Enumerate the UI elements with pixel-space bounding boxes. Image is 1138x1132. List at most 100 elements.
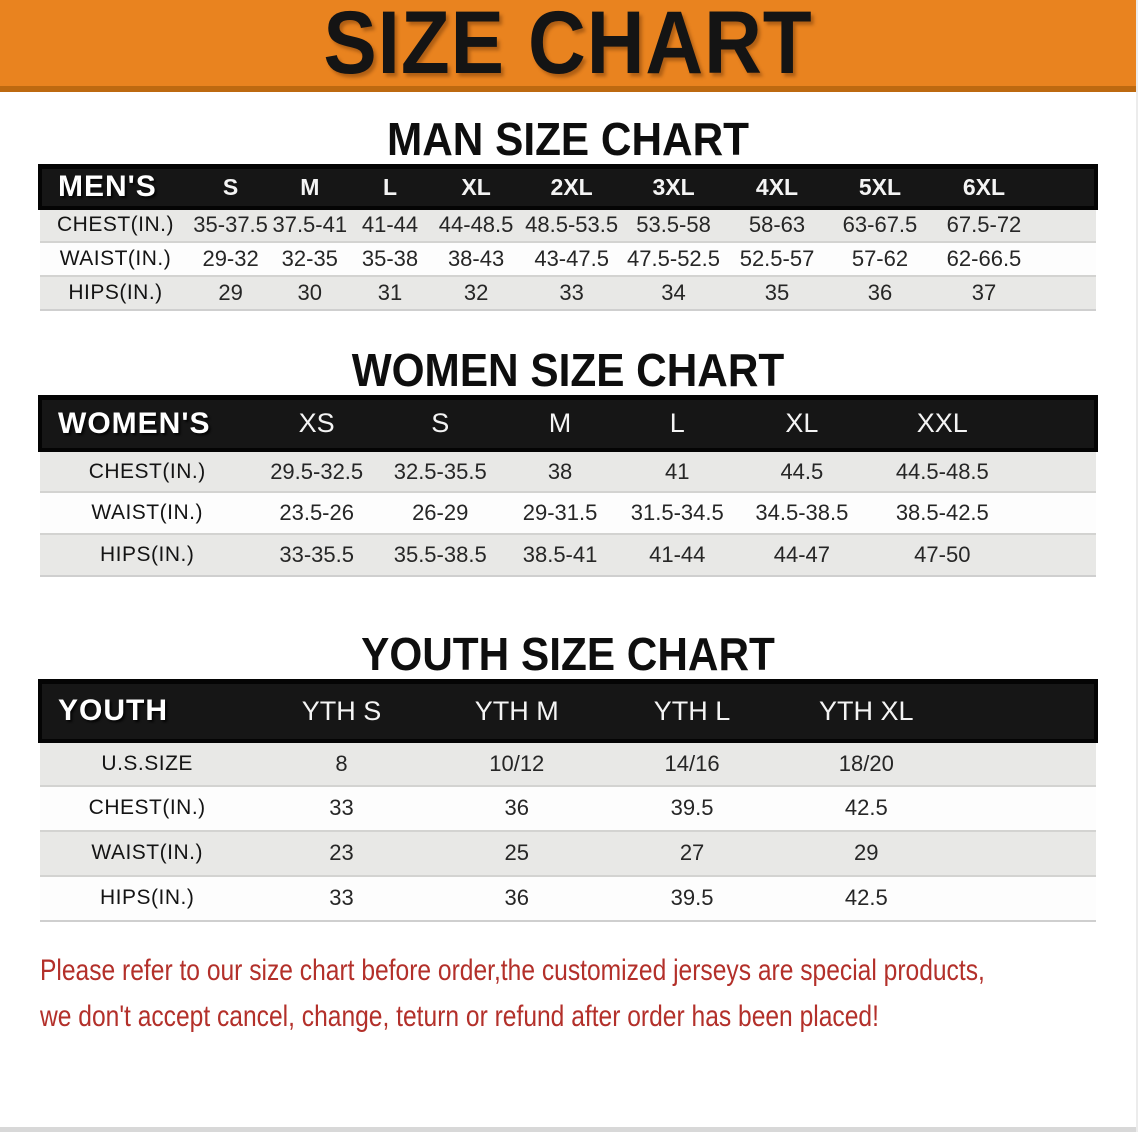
measure-cell: 42.5 [779, 785, 954, 831]
measure-cell: 44.5 [735, 449, 868, 493]
measure-cell: 33 [254, 875, 429, 922]
youth-section: YOUTH SIZE CHART YOUTH YTH S YTH M YTH L… [0, 629, 1136, 922]
youth-table-title: YOUTH [37, 679, 255, 743]
measure-cell: 18/20 [779, 739, 954, 787]
spacer-cell [1016, 449, 1096, 493]
row-label: U.S.SIZE [40, 739, 255, 787]
measure-cell: 38-43 [430, 241, 522, 276]
measure-cell: 32 [430, 274, 522, 311]
men-section: MAN SIZE CHART MEN'S S M L XL 2XL 3XL 4X… [0, 114, 1136, 311]
measure-cell: 48.5-53.5 [521, 206, 622, 243]
youth-heading: YOUTH SIZE CHART [361, 628, 775, 680]
measure-cell: 33 [521, 274, 622, 311]
size-column-header: 6XL [931, 164, 1037, 210]
measure-cell: 41-44 [618, 533, 736, 577]
measure-cell: 31.5-34.5 [618, 492, 736, 534]
measure-cell: 8 [254, 739, 429, 787]
size-column-header: 5XL [828, 164, 932, 210]
row-label: CHEST(IN.) [40, 449, 255, 493]
measure-cell: 26-29 [378, 492, 502, 534]
measure-cell: 34 [621, 274, 726, 311]
disclaimer-line-1: Please refer to our size chart before or… [40, 953, 985, 987]
measure-cell: 67.5-72 [931, 206, 1037, 243]
men-waist-row: WAIST(IN.) 29-32 32-35 35-38 38-43 43-47… [40, 241, 1096, 276]
page-title: SIZE CHART [323, 0, 813, 93]
size-column-header: YTH M [428, 679, 605, 743]
men-hips-row: HIPS(IN.) 29 30 31 32 33 34 35 36 37 [40, 274, 1096, 311]
spacer-cell [1036, 274, 1096, 311]
women-table-title: WOMEN'S [37, 394, 255, 452]
size-column-header: S [378, 394, 502, 452]
measure-cell: 25 [428, 829, 605, 877]
measure-cell: 33 [254, 785, 429, 831]
row-label: WAIST(IN.) [40, 492, 255, 534]
women-header-row: WOMEN'S XS S M L XL XXL [37, 394, 1099, 452]
measure-cell: 14/16 [604, 739, 780, 787]
size-column-header: YTH S [254, 679, 429, 743]
women-hips-row: HIPS(IN.) 33-35.5 35.5-38.5 38.5-41 41-4… [40, 533, 1096, 577]
measure-cell: 35.5-38.5 [378, 533, 502, 577]
row-label: CHEST(IN.) [40, 785, 255, 831]
disclaimer: Please refer to our size chart before or… [40, 948, 1136, 1040]
measure-cell: 29.5-32.5 [254, 449, 379, 493]
measure-cell: 37.5-41 [270, 206, 350, 243]
measure-cell: 62-66.5 [931, 241, 1037, 276]
measure-cell: 44.5-48.5 [867, 449, 1017, 493]
measure-cell: 44-48.5 [430, 206, 522, 243]
measure-cell: 27 [604, 829, 780, 877]
measure-cell: 32.5-35.5 [378, 449, 502, 493]
row-label: HIPS(IN.) [40, 274, 191, 311]
measure-cell: 47.5-52.5 [621, 241, 726, 276]
spacer-cell [953, 679, 1098, 743]
measure-cell: 23 [254, 829, 429, 877]
measure-cell: 58-63 [725, 206, 829, 243]
spacer-cell [953, 739, 1096, 787]
youth-ussize-row: U.S.SIZE 8 10/12 14/16 18/20 [40, 739, 1096, 787]
size-column-header: XL [430, 164, 522, 210]
men-size-table: MEN'S S M L XL 2XL 3XL 4XL 5XL 6XL CHEST… [38, 164, 1099, 311]
youth-header-row: YOUTH YTH S YTH M YTH L YTH XL [37, 679, 1098, 743]
measure-cell: 29-31.5 [501, 492, 619, 534]
measure-cell: 23.5-26 [254, 492, 379, 534]
men-heading: MAN SIZE CHART [386, 113, 750, 165]
size-column-header: XS [254, 394, 379, 452]
disclaimer-line-2: we don't accept cancel, change, teturn o… [40, 999, 879, 1033]
banner: SIZE CHART [0, 0, 1136, 92]
size-column-header: 3XL [621, 164, 726, 210]
spacer-cell [953, 785, 1096, 831]
size-column-header: L [349, 164, 431, 210]
spacer-cell [1036, 164, 1099, 210]
measure-cell: 52.5-57 [725, 241, 829, 276]
measure-cell: 41 [618, 449, 736, 493]
image-bottom-edge [0, 1127, 1136, 1132]
size-column-header: XXL [867, 394, 1017, 452]
size-column-header: S [191, 164, 271, 210]
measure-cell: 34.5-38.5 [735, 492, 868, 534]
spacer-cell [953, 875, 1096, 922]
measure-cell: 38.5-41 [501, 533, 619, 577]
measure-cell: 47-50 [867, 533, 1017, 577]
men-chest-row: CHEST(IN.) 35-37.5 37.5-41 41-44 44-48.5… [40, 206, 1096, 243]
row-label: WAIST(IN.) [40, 241, 191, 276]
measure-cell: 29 [191, 274, 271, 311]
size-column-header: 2XL [521, 164, 622, 210]
measure-cell: 30 [270, 274, 350, 311]
measure-cell: 39.5 [604, 785, 780, 831]
measure-cell: 43-47.5 [521, 241, 622, 276]
measure-cell: 42.5 [779, 875, 954, 922]
youth-chest-row: CHEST(IN.) 33 36 39.5 42.5 [40, 785, 1096, 831]
women-waist-row: WAIST(IN.) 23.5-26 26-29 29-31.5 31.5-34… [40, 492, 1096, 534]
women-section: WOMEN SIZE CHART WOMEN'S XS S M L XL XXL [0, 345, 1136, 577]
women-chest-row: CHEST(IN.) 29.5-32.5 32.5-35.5 38 41 44.… [40, 449, 1096, 493]
row-label: WAIST(IN.) [40, 829, 255, 877]
spacer-cell [1016, 492, 1096, 534]
men-header-row: MEN'S S M L XL 2XL 3XL 4XL 5XL 6XL [38, 164, 1099, 210]
youth-size-table: YOUTH YTH S YTH M YTH L YTH XL U.S.SIZE … [37, 679, 1098, 922]
youth-hips-row: HIPS(IN.) 33 36 39.5 42.5 [40, 875, 1096, 922]
measure-cell: 53.5-58 [621, 206, 726, 243]
size-column-header: M [270, 164, 350, 210]
measure-cell: 10/12 [428, 739, 605, 787]
spacer-cell [1036, 206, 1096, 243]
size-column-header: M [501, 394, 619, 452]
measure-cell: 35 [725, 274, 829, 311]
